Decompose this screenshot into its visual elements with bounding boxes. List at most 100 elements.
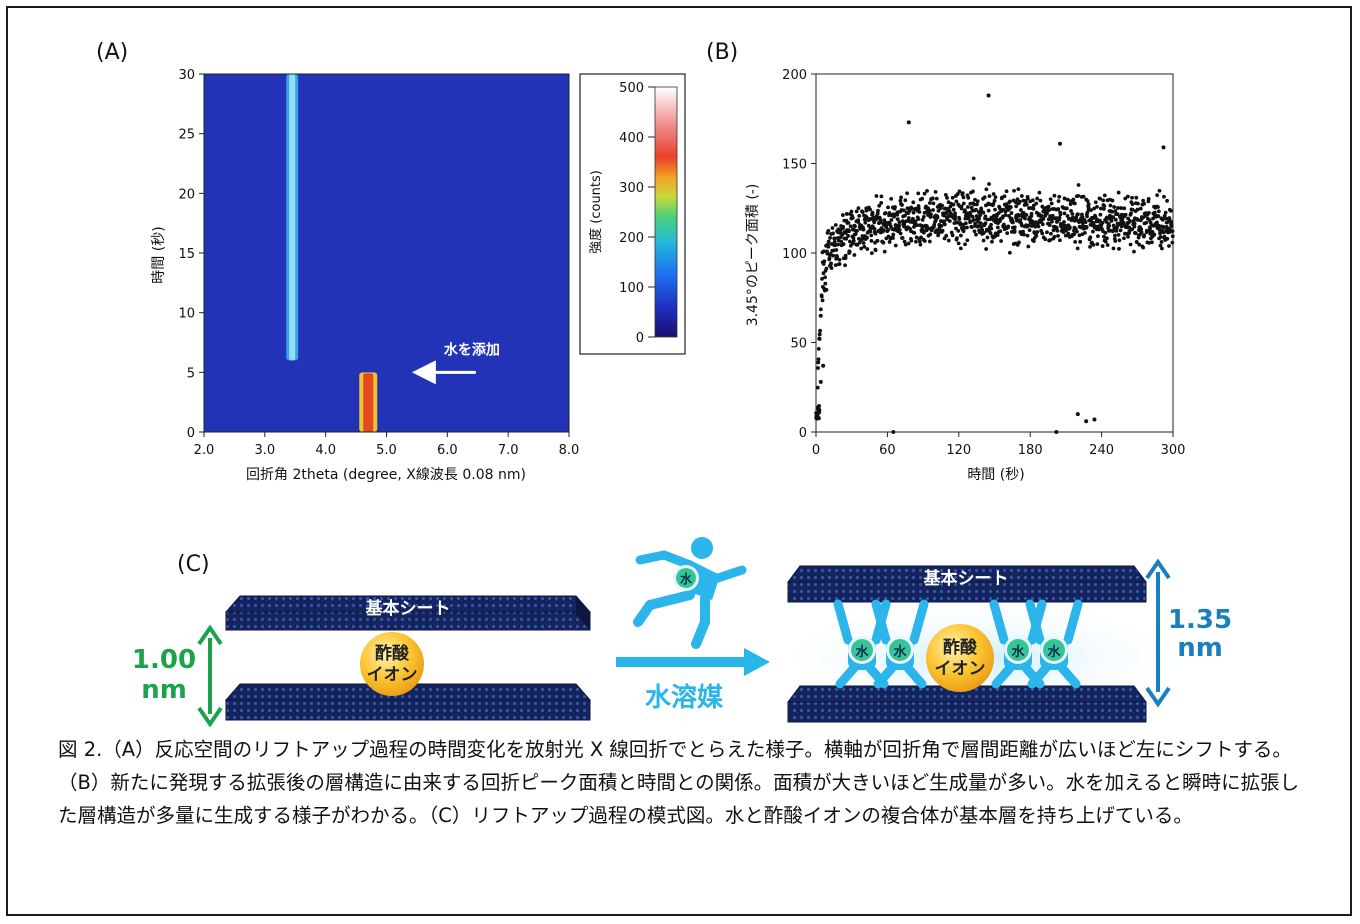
figure-caption: 図 2.（A）反応空間のリフトアップ過程の時間変化を放射光 X 線回折でとらえた… — [58, 738, 1300, 827]
scatter-point — [1021, 229, 1025, 234]
scatter-point — [869, 238, 874, 243]
scatter-point — [903, 213, 907, 218]
scatter-point — [966, 215, 971, 220]
scatter-point — [857, 213, 862, 218]
panel-a: (A) 2.0 3.0 4.0 5.0 6.0 7.0 8.0 0 5 10 15 20 25 30 時間… — [96, 40, 686, 483]
scatter-point — [1012, 188, 1016, 193]
a-x-tick-label: 6.0 — [437, 443, 458, 458]
scatter-point — [1102, 203, 1107, 208]
scatter-point — [945, 195, 949, 200]
a-x-tick-label: 7.0 — [498, 443, 519, 458]
scatter-point — [920, 218, 925, 222]
scatter-point — [916, 191, 921, 196]
heatmap-axes: 2.0 3.0 4.0 5.0 6.0 7.0 8.0 0 5 10 15 20 25 30 — [178, 68, 579, 458]
scatter-point — [906, 241, 911, 246]
scatter-point — [859, 246, 864, 251]
scatter-point — [1113, 233, 1117, 238]
scatter-point — [1134, 240, 1139, 245]
scatter-point — [954, 226, 958, 231]
scatter-point — [1170, 229, 1175, 234]
scatter-point — [938, 206, 943, 211]
scatter-point — [865, 247, 870, 251]
after-structure: 基本シート 水 水 水 水 酢酸 イオン 1.35 nm — [780, 558, 1232, 723]
scatter-point — [816, 366, 820, 370]
scatter-point — [1123, 196, 1128, 201]
scatter-point — [1078, 239, 1083, 244]
scatter-point — [1110, 229, 1115, 234]
running-water-figure: 水 — [633, 537, 747, 649]
scatter-point — [900, 203, 904, 207]
a-y-tick-label: 25 — [178, 128, 195, 143]
scatter-point — [978, 221, 983, 226]
scatter-point — [1026, 244, 1031, 249]
scatter-point — [1162, 234, 1167, 239]
scatter-point — [1130, 207, 1135, 212]
scatter-point — [978, 213, 983, 218]
scatter-point — [959, 206, 964, 211]
scatter-point — [853, 224, 857, 229]
scatter-point — [913, 219, 918, 224]
scatter-point — [1132, 224, 1137, 229]
scatter-point — [1017, 240, 1021, 245]
scatter-point — [974, 232, 978, 237]
scatter-point — [1120, 217, 1125, 221]
scatter-point — [893, 205, 897, 209]
b-y-tick-label: 50 — [790, 337, 807, 352]
scatter-point — [1071, 197, 1076, 202]
scatter-point — [854, 209, 859, 214]
scatter-point — [1113, 239, 1118, 243]
scatter-point — [861, 241, 866, 245]
scatter-point — [1111, 223, 1116, 228]
scatter-point — [1132, 221, 1137, 226]
scatter-point — [1150, 240, 1154, 245]
scatter-point — [1127, 225, 1132, 230]
scatter-point — [909, 238, 914, 243]
scatter-point — [1025, 233, 1030, 238]
scatter-point — [1116, 232, 1121, 237]
scatter-point — [993, 195, 998, 200]
scatter-point — [1128, 242, 1133, 247]
scatter-point — [1103, 239, 1108, 244]
scatter-point — [995, 233, 1000, 238]
scatter-point — [981, 238, 986, 243]
scatter-point — [1165, 198, 1169, 203]
scatter-point — [826, 239, 831, 244]
scatter-point — [1123, 212, 1128, 217]
scatter-point — [987, 194, 992, 199]
scatter-point — [887, 240, 892, 244]
scatter-point — [1076, 212, 1080, 217]
scatter-point — [848, 224, 853, 229]
heatmap-band-1 — [289, 74, 296, 361]
scatter-point — [1160, 246, 1164, 251]
scatter-point — [1122, 206, 1127, 211]
scatter-point — [1074, 229, 1079, 234]
scatter-point — [1102, 207, 1106, 211]
scatter-point — [851, 239, 856, 243]
panel-c-label: (C) — [177, 552, 210, 577]
scatter-point — [927, 208, 932, 213]
scatter-point — [891, 236, 895, 240]
scatter-point — [984, 187, 989, 192]
scatter-point — [889, 218, 894, 222]
scatter-point — [991, 201, 996, 206]
ion-label-2-after: イオン — [935, 659, 986, 679]
scatter-point — [965, 238, 970, 243]
scatter-point — [1034, 201, 1039, 206]
scatter-point — [819, 294, 824, 299]
scatter-point — [1017, 199, 1022, 204]
scatter-point — [1055, 228, 1060, 233]
scatter-point — [1115, 212, 1120, 216]
scatter-point — [1096, 234, 1100, 239]
scatter-point — [1086, 202, 1091, 207]
scatter-point — [1144, 228, 1149, 233]
scatter-point — [1146, 210, 1151, 215]
scatter-point — [1161, 225, 1166, 230]
colorbar-label: 強度 (counts) — [588, 170, 604, 254]
scatter-point — [1162, 194, 1166, 199]
scatter-point — [1148, 226, 1153, 231]
scatter-axes: 0 60 120 180 240 300 0 50 100 150 200 — [782, 68, 1185, 458]
scatter-point — [1052, 193, 1057, 198]
scatter-point — [1003, 213, 1008, 218]
water-figure-1: 水 — [833, 599, 891, 689]
scatter-point — [1136, 201, 1140, 206]
